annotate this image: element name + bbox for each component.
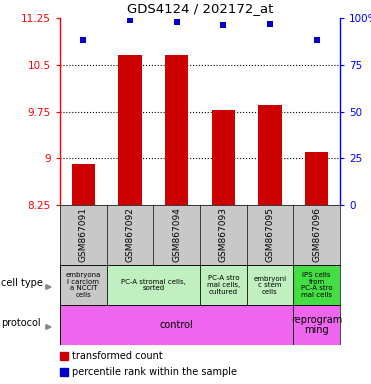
Text: PC-A stro
mal cells,
cultured: PC-A stro mal cells, cultured	[207, 275, 240, 295]
Point	[267, 20, 273, 26]
Point	[220, 22, 226, 28]
Text: GSM867092: GSM867092	[125, 208, 135, 262]
Point	[81, 37, 86, 43]
Bar	[165, 55, 188, 205]
Bar	[118, 55, 142, 205]
Bar	[212, 109, 235, 205]
Text: embryoni
c stem
cells: embryoni c stem cells	[253, 275, 286, 295]
Text: control: control	[160, 320, 194, 330]
Text: embryona
l carciom
a NCCIT
cells: embryona l carciom a NCCIT cells	[66, 272, 101, 298]
Text: GSM867096: GSM867096	[312, 207, 321, 263]
Bar	[72, 164, 95, 205]
Text: PC-A stromal cells,
sorted: PC-A stromal cells, sorted	[121, 279, 186, 291]
Bar	[293, 305, 340, 345]
Text: GSM867095: GSM867095	[266, 207, 275, 263]
Bar	[293, 265, 340, 305]
Text: GSM867094: GSM867094	[172, 208, 181, 262]
Bar	[247, 265, 293, 305]
Bar	[200, 265, 247, 305]
Text: GSM867093: GSM867093	[219, 207, 228, 263]
Title: GDS4124 / 202172_at: GDS4124 / 202172_at	[127, 2, 273, 15]
Text: IPS cells
from
PC-A stro
mal cells: IPS cells from PC-A stro mal cells	[301, 272, 332, 298]
Text: protocol: protocol	[1, 318, 41, 328]
Point	[174, 19, 180, 25]
Bar	[60, 352, 68, 360]
Text: GSM867091: GSM867091	[79, 207, 88, 263]
Bar	[60, 265, 107, 305]
Bar	[258, 105, 282, 205]
Bar	[60, 305, 293, 345]
Point	[127, 17, 133, 23]
Text: cell type: cell type	[1, 278, 43, 288]
Point	[314, 37, 320, 43]
Bar	[107, 265, 200, 305]
Bar	[60, 368, 68, 376]
Text: reprogram
ming: reprogram ming	[291, 314, 342, 335]
Text: transformed count: transformed count	[72, 351, 163, 361]
Bar	[305, 152, 328, 205]
Text: percentile rank within the sample: percentile rank within the sample	[72, 367, 237, 377]
